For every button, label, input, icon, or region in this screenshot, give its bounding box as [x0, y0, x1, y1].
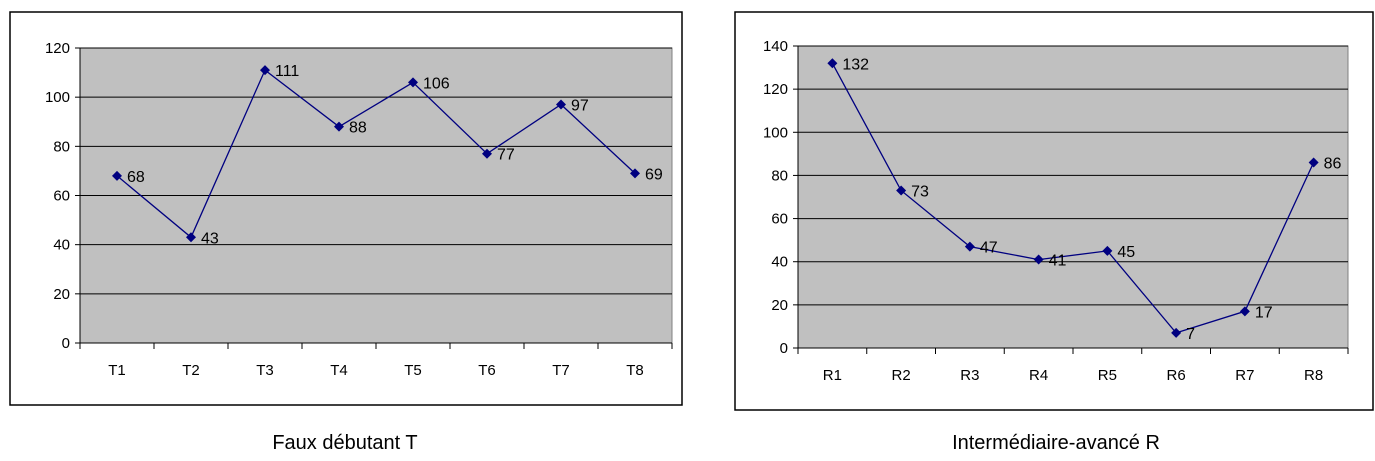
data-point-marker [1239, 306, 1250, 317]
data-point-marker [630, 168, 640, 179]
data-label: 68 [127, 169, 145, 186]
x-tick-label: T7 [552, 362, 570, 379]
x-tick-label: R6 [1167, 367, 1186, 384]
chart-intermediaire-avance: 0 20 40 60 80 100 120 140 R1 R2 R3 R4 R5 R6 R7 R8 132 73 4… [734, 11, 1374, 454]
data-label: 73 [911, 184, 929, 201]
x-tick-label: R7 [1235, 367, 1254, 384]
data-label: 45 [1117, 244, 1135, 261]
data-point-marker [896, 185, 907, 196]
y-tick-label: 0 [62, 335, 70, 352]
chart-caption: Intermédiaire-avancé R [952, 432, 1160, 454]
x-tick-label: T2 [182, 362, 200, 379]
x-tick-label: R4 [1029, 367, 1048, 384]
data-label: 17 [1255, 304, 1273, 321]
x-tick-label: R2 [892, 367, 911, 384]
data-label: 7 [1186, 326, 1195, 343]
x-tick-label: T4 [330, 362, 348, 379]
x-tick-label: R5 [1098, 367, 1117, 384]
data-label: 97 [571, 98, 589, 115]
data-point-marker [334, 121, 344, 132]
x-tick-label: R8 [1304, 367, 1323, 384]
data-point-marker [1102, 245, 1113, 256]
plot-background [797, 45, 1349, 349]
y-tick-label: 20 [53, 286, 70, 303]
series-line [831, 62, 1315, 334]
data-point-marker [827, 58, 838, 69]
y-tick-label: 80 [771, 167, 788, 184]
data-label: 47 [980, 240, 998, 257]
data-label: 106 [423, 75, 450, 92]
data-label: 111 [275, 63, 299, 80]
y-tick-label: 120 [763, 81, 788, 98]
series-line [116, 69, 636, 239]
chart-caption: Faux débutant T [272, 432, 417, 454]
x-tick-label: T6 [478, 362, 496, 379]
plot-area-group: 0 20 40 60 80 100 120 140 R1 R2 R3 R4 R5 R6 R7 R8 132 73 4… [763, 38, 1349, 384]
plot-area-group: 0 20 40 60 80 100 120 T1 T2 T3 T4 T5 T6 T7 T8 68 43 111 88… [45, 40, 673, 379]
y-tick-label: 140 [763, 38, 788, 55]
data-label: 77 [497, 147, 515, 164]
data-label: 69 [645, 166, 663, 183]
x-tick-label: T1 [108, 362, 126, 379]
data-point-marker [964, 241, 975, 252]
y-tick-label: 60 [53, 188, 70, 205]
y-tick-label: 0 [780, 340, 788, 357]
data-point-marker [1308, 157, 1319, 168]
y-tick-label: 40 [771, 254, 788, 271]
data-point-marker [482, 148, 492, 159]
x-tick-label: T8 [626, 362, 644, 379]
x-tick-label: R3 [960, 367, 979, 384]
data-label: 86 [1324, 155, 1342, 172]
data-label: 43 [201, 230, 219, 247]
data-point-marker [556, 99, 566, 110]
x-tick-label: R1 [823, 367, 842, 384]
y-tick-label: 20 [771, 297, 788, 314]
data-point-marker [1171, 327, 1182, 338]
y-tick-label: 80 [53, 138, 70, 155]
x-tick-label: T5 [404, 362, 422, 379]
y-tick-label: 100 [763, 124, 788, 141]
data-point-marker [112, 170, 122, 181]
y-tick-label: 60 [771, 211, 788, 228]
data-label: 41 [1049, 253, 1067, 270]
data-point-marker [186, 232, 196, 243]
x-tick-label: T3 [256, 362, 274, 379]
data-label: 88 [349, 120, 367, 137]
data-point-marker [408, 77, 418, 88]
y-tick-label: 100 [45, 89, 70, 106]
y-tick-label: 120 [45, 40, 70, 57]
y-tick-label: 40 [53, 237, 70, 254]
data-label: 132 [842, 56, 869, 73]
data-point-marker [260, 65, 270, 76]
data-point-marker [1033, 254, 1044, 265]
chart-faux-debutant: 0 20 40 60 80 100 120 T1 T2 T3 T4 T5 T6 T7 T8 68 43 111 88… [9, 11, 683, 454]
